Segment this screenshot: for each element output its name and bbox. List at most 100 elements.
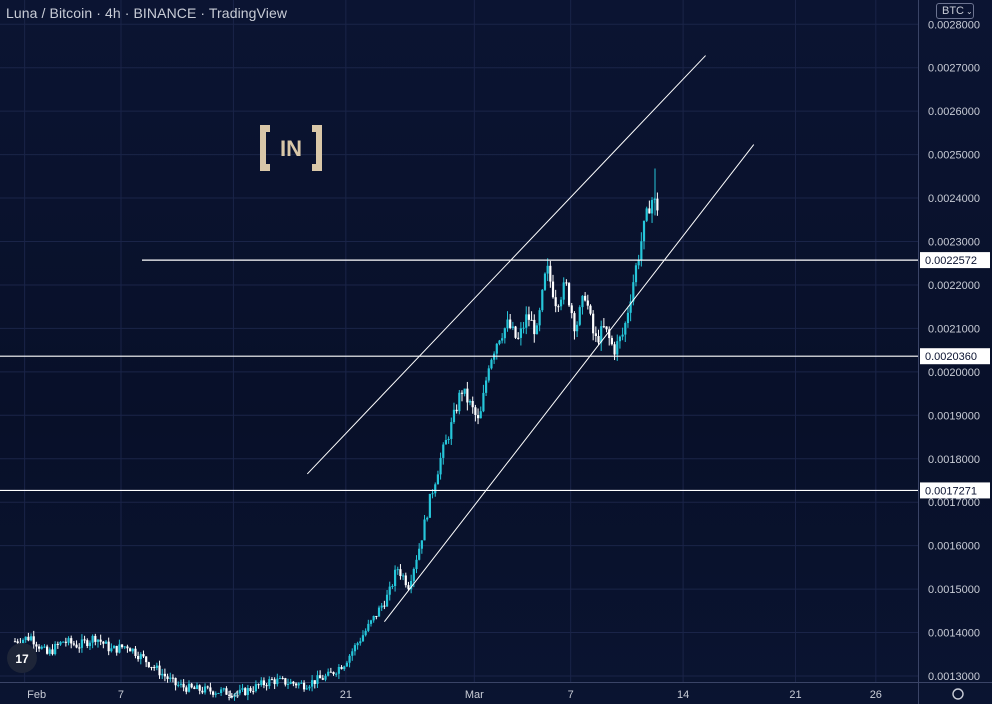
candle-body (321, 678, 324, 680)
candle-body (166, 676, 169, 679)
y-tick-label: 0.0014000 (928, 628, 980, 640)
candle-body (573, 313, 576, 332)
candle-body (576, 324, 579, 332)
candle-body (268, 679, 271, 687)
candle-body (137, 655, 140, 660)
candle-body (581, 295, 584, 308)
y-tick-label: 0.0015000 (928, 584, 980, 596)
candle-body (27, 636, 30, 641)
candle-body (120, 644, 124, 648)
candle-body (225, 688, 228, 695)
candle-body (410, 580, 413, 590)
candle-body (538, 310, 541, 326)
candle-body (171, 677, 175, 679)
y-tick-label: 0.0013000 (928, 671, 980, 683)
candle-body (56, 643, 59, 645)
candle-body (161, 673, 164, 676)
candle-body (656, 198, 659, 211)
candle-body (91, 635, 94, 643)
candle-body (276, 678, 279, 685)
candle-body (535, 325, 539, 335)
candle-body (509, 319, 512, 328)
candle-body (75, 644, 78, 648)
candle-body (517, 337, 520, 339)
candle-body (431, 493, 434, 495)
candle-body (613, 344, 616, 355)
candle-body (632, 282, 635, 302)
candle-body (193, 687, 196, 690)
candle-body (458, 392, 461, 412)
candle-body (174, 677, 177, 686)
candle-body (88, 642, 92, 647)
y-tick-label: 0.0025000 (928, 150, 980, 162)
candle-body (195, 685, 199, 690)
candle-body (559, 299, 563, 307)
candle-body (533, 319, 536, 335)
candle-body (377, 607, 381, 617)
candle-body (21, 639, 25, 645)
candle-body (190, 683, 193, 688)
candle-body (541, 289, 544, 311)
y-tick-label: 0.0020000 (928, 367, 980, 379)
candle-body (289, 681, 292, 684)
x-tick-label: 7 (118, 689, 124, 701)
candle-body (273, 679, 276, 685)
candle-body (211, 691, 215, 695)
candle-body (286, 683, 290, 685)
candle-body (442, 444, 445, 458)
beincrypto-logo: IN (260, 125, 322, 171)
candle-body (562, 282, 565, 300)
candle-body (70, 638, 73, 644)
candle-body (78, 647, 81, 649)
candle-body (332, 672, 335, 675)
x-tick-label: 7 (568, 689, 574, 701)
currency-selector[interactable]: BTC ⌄ (936, 3, 974, 19)
candle-body (177, 684, 180, 686)
candle-body (439, 457, 442, 475)
candle-body (468, 401, 472, 403)
candle-body (404, 575, 407, 586)
candle-body (182, 683, 185, 688)
candle-body (158, 665, 161, 676)
candle-body (543, 273, 547, 290)
candle-body (380, 605, 383, 608)
candle-body (72, 643, 75, 645)
candle-body (546, 265, 549, 274)
candle-body (46, 646, 49, 654)
candle-body (228, 694, 231, 696)
tradingview-logo-icon: 17 (15, 652, 29, 666)
candle-body (506, 319, 509, 329)
candle-body (597, 335, 600, 343)
candle-body (83, 639, 86, 641)
candle-body (586, 300, 589, 306)
candle-body (420, 540, 423, 549)
candle-body (495, 343, 498, 354)
candle-body (217, 693, 220, 695)
candle-body (423, 519, 426, 541)
candle-body (316, 675, 319, 684)
candle-body (112, 645, 116, 649)
candle-body (426, 517, 429, 520)
candle-body (150, 667, 153, 669)
candle-body (329, 671, 332, 673)
candle-body (549, 265, 552, 282)
y-tick-label: 0.0027000 (928, 63, 980, 75)
candle-body (391, 586, 394, 588)
y-tick-label: 0.0021000 (928, 323, 980, 335)
candle-body (511, 326, 514, 328)
candle-body (327, 671, 330, 676)
candle-body (262, 680, 266, 686)
gear-icon[interactable] (952, 688, 964, 700)
candle-body (220, 689, 223, 694)
candle-body (37, 646, 41, 649)
candle-body (51, 649, 54, 655)
y-tick-label: 0.0023000 (928, 237, 980, 249)
candle-body (238, 689, 241, 694)
candle-body (145, 656, 148, 663)
candle-body (418, 548, 421, 560)
candle-body (99, 639, 102, 642)
candle-body (484, 380, 488, 393)
candle-body (369, 620, 373, 624)
candle-body (139, 654, 142, 660)
